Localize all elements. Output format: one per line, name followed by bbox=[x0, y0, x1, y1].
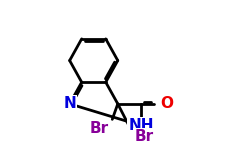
Text: O: O bbox=[160, 96, 173, 111]
Text: NH: NH bbox=[128, 118, 154, 133]
Text: Br: Br bbox=[135, 129, 154, 144]
Text: N: N bbox=[63, 96, 76, 111]
Text: Br: Br bbox=[90, 121, 109, 136]
